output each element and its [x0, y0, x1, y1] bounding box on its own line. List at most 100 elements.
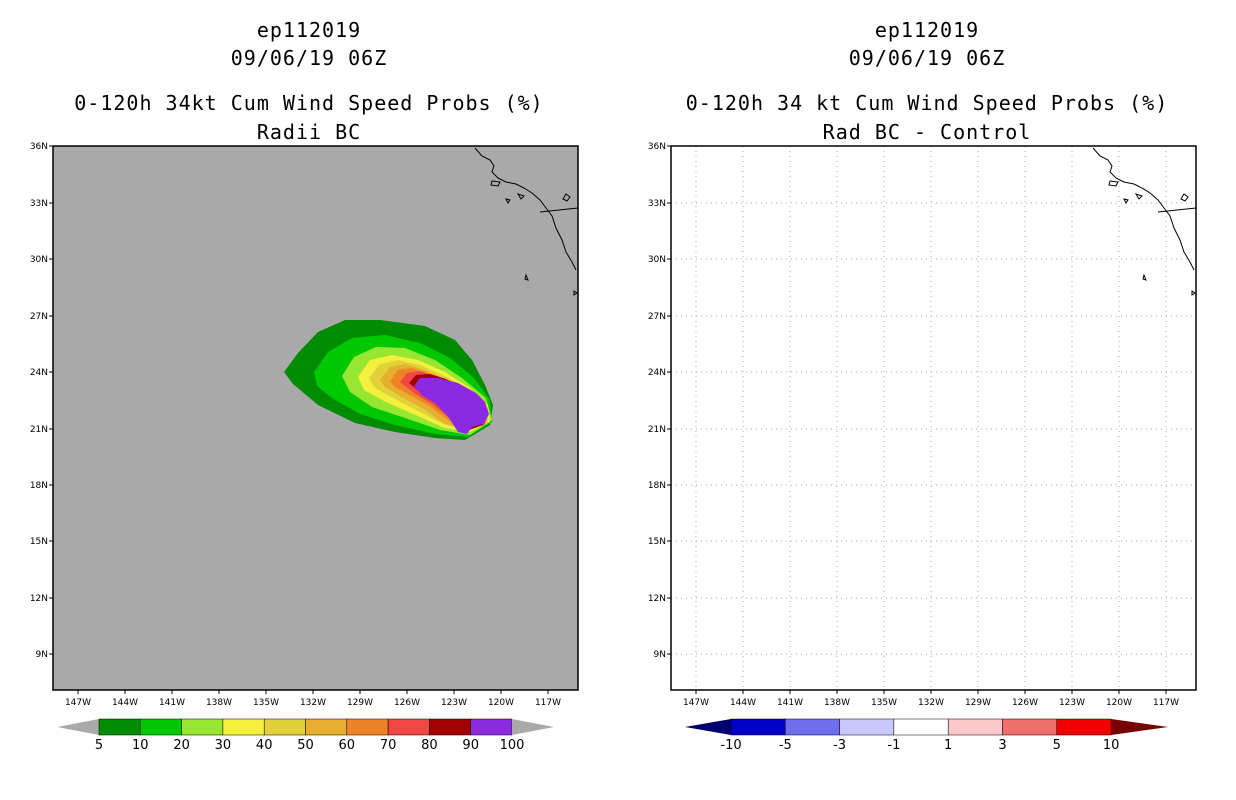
map-frame — [52, 145, 579, 691]
colorbar-label: 60 — [339, 738, 356, 753]
colorbar-swatch — [98, 718, 141, 736]
colorbar-swatch — [346, 718, 389, 736]
colorbar-label: 100 — [500, 738, 525, 753]
colorbar-label: 5 — [1053, 738, 1061, 753]
lon-label: 126W — [1012, 698, 1038, 708]
colorbar-low-arrow — [57, 719, 99, 735]
map-overlays: 36N 33N 30N 27N 24N 21N 18N 15N 12N 9N 147W 144W 141… — [648, 142, 1197, 708]
colorbar-label: 20 — [173, 738, 190, 753]
storm-id: ep112019 — [256, 18, 362, 42]
lon-label: 129W — [347, 698, 373, 708]
lon-label: 132W — [918, 698, 944, 708]
colorbar: 5 10 20 30 40 50 60 70 80 90 100 — [57, 718, 554, 753]
storm-id: ep112019 — [874, 18, 980, 42]
lon-label: 138W — [206, 698, 232, 708]
lat-label: 27N — [30, 312, 48, 322]
lon-label: 123W — [441, 698, 467, 708]
left-panel: ep112019 09/06/19 06Z 0-120h 34kt Cum Wi… — [30, 18, 579, 753]
lat-label: 33N — [648, 199, 666, 209]
colorbar-swatch — [429, 718, 471, 736]
island — [1134, 193, 1143, 200]
border-line — [539, 207, 579, 213]
colorbar-swatch — [1056, 718, 1112, 736]
lon-label: 120W — [1106, 698, 1132, 708]
map-overlays: 36N 33N 30N 27N 24N 21N 18N 15N 12N 9N 147W 144W 141… — [30, 142, 579, 708]
colorbar-label: 10 — [1103, 738, 1120, 753]
lat-label: 9N — [654, 650, 666, 660]
map-frame — [670, 145, 1197, 691]
island — [1108, 180, 1119, 187]
colorbar-label: 90 — [462, 738, 479, 753]
colorbar-swatch — [263, 718, 306, 736]
plot-title: 0-120h 34kt Cum Wind Speed Probs (%) — [74, 91, 544, 115]
lat-label: 24N — [30, 368, 48, 378]
map-background — [671, 146, 1196, 690]
plot-title: 0-120h 34 kt Cum Wind Speed Probs (%) — [685, 91, 1169, 115]
lat-label: 27N — [648, 312, 666, 322]
lat-label: 15N — [30, 537, 48, 547]
lon-label: 126W — [394, 698, 420, 708]
border-line — [1157, 207, 1197, 213]
lat-label: 18N — [30, 481, 48, 491]
right-panel: ep112019 09/06/19 06Z 0-120h 34 kt Cum W… — [618, 0, 1236, 800]
lon-label: 147W — [65, 698, 91, 708]
colorbar-swatch — [730, 718, 786, 736]
colorbar-label: 3 — [998, 738, 1006, 753]
lon-label: 129W — [965, 698, 991, 708]
colorbar-swatch — [1002, 718, 1058, 736]
island — [505, 198, 511, 204]
left-map: 36N 33N 30N 27N 24N 21N 18N 15N 12N 9N 147W 144W 141… — [30, 142, 579, 753]
colorbar-label: 10 — [132, 738, 149, 753]
island — [1191, 290, 1196, 296]
lon-label: 132W — [300, 698, 326, 708]
colorbar-label: 1 — [944, 738, 952, 753]
plot-subtitle: Rad BC - Control — [822, 120, 1032, 144]
colorbar-label: 5 — [95, 738, 103, 753]
colorbar-label: 80 — [421, 738, 438, 753]
coastline — [474, 147, 577, 271]
lat-label: 21N — [30, 425, 48, 435]
colorbar-label: -10 — [720, 738, 741, 753]
colorbar-swatch — [893, 718, 949, 736]
lon-label: 138W — [824, 698, 850, 708]
lat-label: 36N — [30, 142, 48, 152]
island — [562, 193, 571, 202]
lon-label: 120W — [488, 698, 514, 708]
colorbar-label: -5 — [779, 738, 792, 753]
probability-contours — [284, 320, 493, 440]
colorbar-label: -1 — [887, 738, 900, 753]
lat-label: 21N — [648, 425, 666, 435]
lat-label: 24N — [648, 368, 666, 378]
lat-label: 12N — [30, 594, 48, 604]
lat-label: 30N — [648, 255, 666, 265]
colorbar-low-arrow — [685, 719, 731, 735]
colorbar-label: 50 — [297, 738, 314, 753]
colorbar-swatch — [470, 718, 513, 736]
lat-label: 33N — [30, 199, 48, 209]
colorbar-swatch — [305, 718, 348, 736]
lat-label: 18N — [648, 481, 666, 491]
colorbar-label: -3 — [833, 738, 846, 753]
lat-label: 9N — [36, 650, 48, 660]
island — [490, 180, 501, 187]
island — [1142, 273, 1147, 281]
colorbar-swatch — [947, 718, 1003, 736]
colorbar-label: 40 — [256, 738, 273, 753]
colorbar-label: 70 — [380, 738, 397, 753]
lat-label: 36N — [648, 142, 666, 152]
island — [573, 290, 578, 296]
map-area — [53, 146, 578, 690]
colorbar-label: 30 — [215, 738, 232, 753]
lon-label: 117W — [1153, 698, 1179, 708]
colorbar-swatch — [387, 718, 430, 736]
lon-label: 135W — [253, 698, 279, 708]
island — [1180, 193, 1189, 202]
contour-region — [414, 378, 489, 434]
colorbar-high-arrow — [1111, 719, 1169, 735]
lon-label: 147W — [683, 698, 709, 708]
island — [524, 273, 529, 281]
right-map: 36N 33N 30N 27N 24N 21N 18N 15N 12N 9N 147W 144W 141… — [648, 142, 1197, 753]
colorbar-high-arrow — [512, 719, 554, 735]
lon-label: 144W — [112, 698, 138, 708]
lon-label: 123W — [1059, 698, 1085, 708]
